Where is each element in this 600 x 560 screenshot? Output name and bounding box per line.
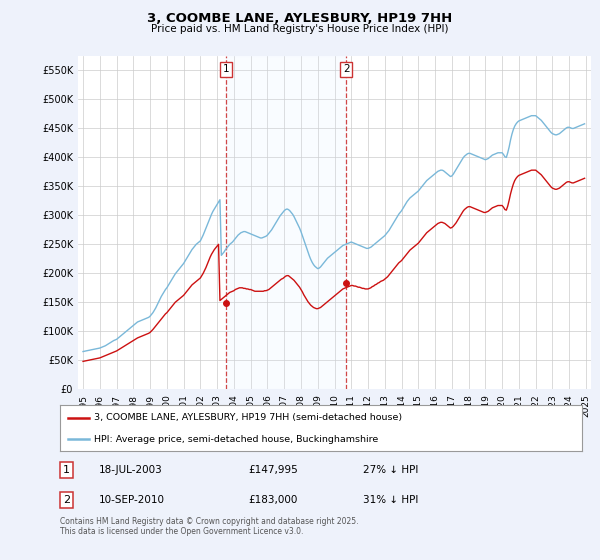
- Text: £183,000: £183,000: [248, 494, 297, 505]
- Text: 1: 1: [63, 465, 70, 475]
- Text: 3, COOMBE LANE, AYLESBURY, HP19 7HH: 3, COOMBE LANE, AYLESBURY, HP19 7HH: [148, 12, 452, 25]
- Text: 27% ↓ HPI: 27% ↓ HPI: [363, 465, 418, 475]
- Text: 2: 2: [63, 494, 70, 505]
- Text: Price paid vs. HM Land Registry's House Price Index (HPI): Price paid vs. HM Land Registry's House …: [151, 24, 449, 34]
- Text: 2: 2: [343, 64, 349, 74]
- Bar: [226, 56, 346, 389]
- Text: 31% ↓ HPI: 31% ↓ HPI: [363, 494, 418, 505]
- Text: 3, COOMBE LANE, AYLESBURY, HP19 7HH (semi-detached house): 3, COOMBE LANE, AYLESBURY, HP19 7HH (sem…: [94, 413, 402, 422]
- Text: 1: 1: [223, 64, 230, 74]
- Text: 18-JUL-2003: 18-JUL-2003: [99, 465, 163, 475]
- Text: £147,995: £147,995: [248, 465, 298, 475]
- Text: Contains HM Land Registry data © Crown copyright and database right 2025.
This d: Contains HM Land Registry data © Crown c…: [60, 517, 359, 536]
- Text: HPI: Average price, semi-detached house, Buckinghamshire: HPI: Average price, semi-detached house,…: [94, 435, 378, 444]
- Text: 10-SEP-2010: 10-SEP-2010: [99, 494, 165, 505]
